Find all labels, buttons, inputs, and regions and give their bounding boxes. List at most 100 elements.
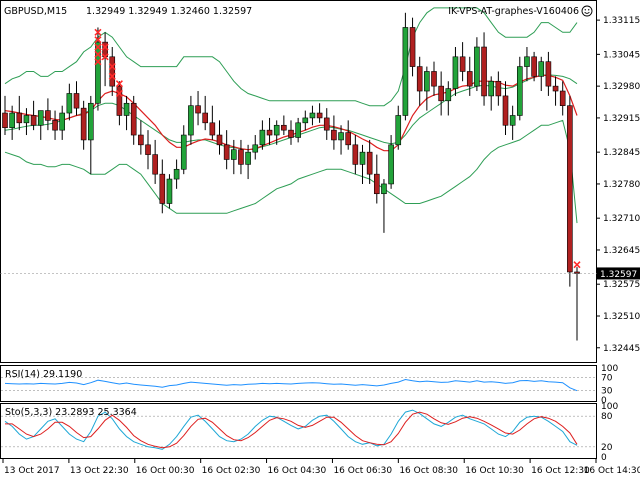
candle-37 xyxy=(266,117,273,145)
candle-54 xyxy=(388,135,394,189)
price-tick-label-3: 1.32915 xyxy=(603,114,640,124)
candle-body-2 xyxy=(16,112,23,124)
candle-74 xyxy=(531,51,537,82)
candle-28 xyxy=(202,95,208,131)
candle-30 xyxy=(216,120,223,155)
rsi-lines xyxy=(4,378,578,392)
candle-3 xyxy=(23,108,30,136)
candle-body-19 xyxy=(138,134,144,146)
rsi-tick-label-2: 30 xyxy=(601,386,613,396)
candle-76 xyxy=(545,51,552,96)
candle-body-67 xyxy=(481,46,487,97)
stochastic-lines xyxy=(4,409,578,450)
time-tick-label-0: 13 Oct 2017 xyxy=(4,466,60,476)
stochastic-main-line xyxy=(4,409,578,450)
candle-29 xyxy=(209,105,216,140)
candle-1 xyxy=(9,105,15,140)
signal-arrow-4 xyxy=(94,58,102,66)
candle-body-48 xyxy=(345,132,352,146)
price-tick-label-2: 1.32980 xyxy=(603,82,640,92)
candle-body-9 xyxy=(66,93,73,114)
candle-body-77 xyxy=(552,85,559,92)
lower-band-line xyxy=(4,119,578,224)
candle-body-78 xyxy=(559,90,566,106)
candle-body-1 xyxy=(9,112,15,129)
candle-body-72 xyxy=(516,66,523,116)
candle-body-37 xyxy=(266,129,273,136)
candles xyxy=(2,12,580,341)
candle-body-32 xyxy=(231,149,237,160)
candle-body-6 xyxy=(45,110,51,121)
symbol-label: GBPUSD,M15 xyxy=(4,6,67,17)
candle-body-12 xyxy=(88,102,94,141)
signal-arrow-10 xyxy=(115,89,123,98)
candle-body-16 xyxy=(116,85,123,116)
candle-19 xyxy=(138,120,144,155)
candle-20 xyxy=(145,130,151,170)
rsi-tick-label-1: 70 xyxy=(601,374,613,384)
candle-72 xyxy=(516,56,523,121)
candle-58 xyxy=(416,56,423,106)
signal-arrows xyxy=(94,28,581,269)
time-tick-label-3: 16 Oct 02:30 xyxy=(202,466,261,476)
candle-body-3 xyxy=(23,115,30,124)
signal-arrow-11 xyxy=(573,261,581,269)
candle-body-70 xyxy=(502,95,509,126)
candle-body-34 xyxy=(245,151,251,165)
candle-68 xyxy=(488,76,495,111)
candle-41 xyxy=(295,117,301,143)
candle-body-38 xyxy=(273,124,280,136)
candle-55 xyxy=(395,105,402,150)
candle-body-4 xyxy=(30,115,37,126)
candle-36 xyxy=(259,120,266,150)
time-tick-label-5: 16 Oct 06:30 xyxy=(333,466,392,476)
candle-body-64 xyxy=(459,56,466,72)
signal-arrow-9 xyxy=(115,80,123,88)
candle-65 xyxy=(466,56,473,96)
candle-47 xyxy=(338,125,344,155)
candle-body-60 xyxy=(431,71,437,87)
candle-73 xyxy=(524,47,530,82)
candle-body-44 xyxy=(316,112,323,119)
candle-body-49 xyxy=(352,144,359,165)
candle-23 xyxy=(166,174,173,209)
candle-22 xyxy=(159,159,166,214)
stochastic-panel-frame xyxy=(0,403,597,459)
stochastic-levels xyxy=(1,415,596,448)
candle-body-59 xyxy=(424,71,430,92)
signal-arrow-3 xyxy=(94,50,102,58)
candle-38 xyxy=(273,120,280,145)
candle-body-56 xyxy=(402,27,409,116)
candle-53 xyxy=(381,179,387,233)
candle-body-36 xyxy=(259,129,266,146)
time-tick-label-4: 16 Oct 04:30 xyxy=(268,466,327,476)
price-tick-label-8: 1.32575 xyxy=(603,280,640,290)
rsi-tick-label-0: 100 xyxy=(601,364,618,374)
price-tick-label-9: 1.32510 xyxy=(603,312,640,322)
current-price-value: 1.32597 xyxy=(600,270,637,280)
time-tick-label-8: 16 Oct 12:30 xyxy=(531,466,590,476)
candle-33 xyxy=(238,139,244,175)
candle-body-76 xyxy=(545,61,552,87)
candle-31 xyxy=(223,130,230,170)
candle-42 xyxy=(302,110,309,131)
candle-body-50 xyxy=(359,151,366,165)
candle-body-39 xyxy=(281,124,287,131)
stochastic-tick-label-0: 100 xyxy=(601,402,618,412)
stochastic-tick-label-2: 20 xyxy=(601,443,613,453)
smiley-icon xyxy=(581,5,593,17)
candle-body-66 xyxy=(474,46,480,87)
candle-body-8 xyxy=(59,112,66,131)
candle-56 xyxy=(402,12,409,121)
candle-body-5 xyxy=(37,110,44,126)
candle-body-43 xyxy=(309,112,316,119)
candle-11 xyxy=(80,100,87,150)
candle-40 xyxy=(288,120,294,145)
candle-9 xyxy=(66,83,73,121)
signal-arrow-5 xyxy=(101,43,109,51)
candle-8 xyxy=(59,105,66,140)
rsi-panel: RSI(14) 29.1190 xyxy=(0,365,597,402)
candle-body-11 xyxy=(80,107,87,141)
candle-70 xyxy=(502,81,509,136)
candle-66 xyxy=(474,37,480,92)
